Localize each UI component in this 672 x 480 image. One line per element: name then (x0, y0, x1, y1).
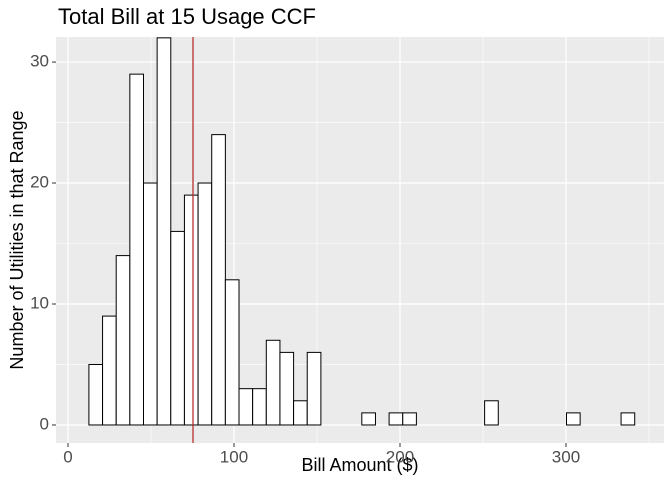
bar (224, 279, 240, 426)
bar (197, 182, 213, 426)
y-tick-label: 0 (40, 414, 49, 433)
bar (402, 412, 417, 426)
bar (129, 73, 144, 426)
bar (238, 388, 254, 426)
bar (361, 412, 376, 426)
bar (484, 400, 499, 426)
bar (211, 134, 226, 426)
bar (620, 412, 636, 426)
y-tick-label: 30 (30, 52, 49, 71)
bar (170, 230, 185, 426)
x-tick-label: 200 (386, 447, 414, 466)
y-tick-label: 20 (30, 173, 49, 192)
bar (388, 412, 404, 426)
x-tick-label: 300 (552, 447, 580, 466)
bar (115, 255, 131, 426)
bar (102, 315, 117, 426)
bar (142, 182, 158, 426)
bar (306, 351, 322, 426)
x-tick-label: 0 (63, 447, 72, 466)
bar (88, 363, 104, 426)
bar (293, 400, 308, 426)
y-tick-label: 10 (30, 293, 49, 312)
x-tick-label: 100 (220, 447, 248, 466)
x-axis-title: Bill Amount ($) (301, 455, 418, 475)
bar (265, 339, 281, 426)
bar (279, 351, 295, 426)
bar (252, 388, 267, 426)
y-axis-title: Number of Utilities in that Range (7, 110, 27, 369)
chart-title: Total Bill at 15 Usage CCF (58, 4, 316, 29)
bar (156, 37, 172, 426)
bar (565, 412, 581, 426)
bar (183, 194, 199, 426)
